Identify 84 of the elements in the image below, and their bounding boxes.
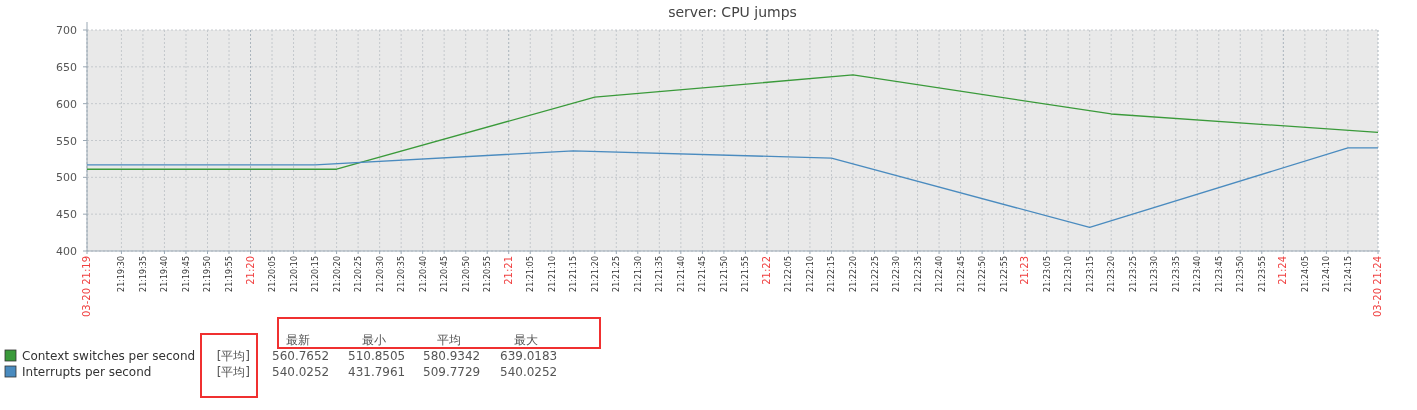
text: 最小	[362, 333, 386, 347]
x-tick-label: 21:22:20	[848, 256, 858, 292]
x-tick-label: 21:23	[1019, 256, 1031, 285]
x-tick-label: 21:19:55	[225, 256, 234, 292]
x-tick-label: 21:22:15	[827, 256, 837, 292]
text: 平均	[437, 333, 461, 347]
x-tick-label: 21:19:35	[138, 256, 148, 292]
text: [平均]	[216, 349, 250, 363]
x-tick-label: 21:20:30	[375, 256, 385, 292]
x-tick-label: 21:22:30	[892, 256, 902, 292]
x-tick-label: 21:22:25	[870, 256, 880, 292]
legend-label: Interrupts per second	[22, 365, 152, 379]
x-tick-label: 03-20 21:24	[1372, 256, 1383, 318]
text: 最大	[514, 333, 538, 347]
y-tick-label: 400	[56, 245, 77, 258]
x-tick-label: 21:21:50	[719, 256, 729, 292]
x-tick-label: 21:23:05	[1042, 256, 1052, 292]
x-tick-label: 21:19:40	[160, 256, 170, 292]
x-tick-label: 21:22:50	[978, 256, 988, 292]
x-tick-label: 21:22	[760, 256, 772, 285]
x-tick-label: 21:20:40	[418, 256, 428, 292]
x-tick-label: 21:23:55	[1257, 256, 1267, 292]
x-tick-label: 21:21:05	[526, 256, 536, 292]
x-tick-label: 21:23:45	[1214, 256, 1224, 292]
x-tick-label: 21:21:20	[590, 256, 600, 292]
x-tick-label: 21:20:35	[397, 256, 407, 292]
x-tick-label: 21:23:35	[1171, 256, 1181, 292]
y-tick-label: 700	[56, 24, 77, 37]
x-tick-label: 21:21:25	[612, 256, 622, 292]
x-tick-label: 21:24:15	[1343, 256, 1353, 292]
x-tick-label: 21:23:10	[1064, 256, 1074, 292]
x-tick-label: 21:20:25	[354, 256, 364, 292]
x-tick-label: 21:21:30	[633, 256, 643, 292]
text: 540.0252	[500, 365, 558, 379]
y-tick-label: 500	[56, 171, 77, 185]
y-tick-label: 550	[56, 134, 77, 148]
text: 639.0183	[500, 349, 558, 363]
x-tick-label: 21:22:40	[935, 256, 945, 292]
y-tick-label: 650	[56, 60, 77, 74]
x-tick-label: 21:20:05	[268, 256, 278, 292]
x-tick-label: 21:20:55	[483, 256, 493, 292]
x-tick-label: 21:24	[1277, 256, 1289, 285]
x-tick-label: 21:21:55	[741, 256, 751, 292]
x-tick-label: 21:19:30	[117, 256, 127, 292]
x-tick-label: 21:23:30	[1150, 256, 1160, 292]
x-tick-label: 21:20	[244, 256, 256, 285]
text: 560.7652	[272, 349, 330, 363]
x-tick-label: 21:21:45	[698, 256, 708, 292]
x-tick-label: 21:22:05	[784, 256, 794, 292]
legend-label: Context switches per second	[22, 349, 196, 363]
x-tick-label: 21:23:20	[1107, 256, 1117, 292]
x-tick-label: 03-20 21:19	[81, 256, 92, 318]
x-tick-label: 21:19:50	[203, 256, 213, 292]
x-tick-label: 21:21	[502, 256, 514, 285]
x-tick-label: 21:22:35	[913, 256, 923, 292]
x-tick-label: 21:22:45	[956, 256, 966, 292]
x-tick-label: 21:22:55	[999, 256, 1009, 292]
x-tick-label: 21:21:15	[569, 256, 579, 292]
x-tick-label: 21:23:40	[1193, 256, 1203, 292]
text: 540.0252	[272, 365, 330, 379]
x-tick-label: 21:21:40	[676, 256, 686, 292]
x-tick-label: 21:23:25	[1128, 256, 1138, 292]
text: 510.8505	[348, 349, 406, 363]
text: 431.7961	[348, 365, 406, 379]
x-tick-label: 21:24:10	[1322, 256, 1332, 292]
chart-title: server: CPU jumps	[668, 4, 797, 20]
x-tick-label: 21:20:20	[332, 256, 342, 292]
text: [平均]	[216, 365, 250, 379]
y-tick-label: 600	[56, 97, 77, 111]
x-tick-label: 21:21:35	[655, 256, 665, 292]
text: 最新	[286, 333, 310, 347]
x-tick-label: 21:20:50	[461, 256, 471, 292]
text: 509.7729	[423, 365, 481, 379]
x-tick-label: 21:20:10	[289, 256, 299, 292]
x-tick-label: 21:23:15	[1085, 256, 1095, 292]
x-tick-label: 21:21:10	[547, 256, 557, 292]
x-tick-label: 21:23:50	[1236, 256, 1246, 292]
text: 580.9342	[423, 349, 481, 363]
y-tick-label: 450	[56, 208, 77, 222]
x-tick-label: 21:20:15	[311, 256, 321, 292]
x-tick-label: 21:24:05	[1300, 256, 1310, 292]
x-tick-label: 21:20:45	[440, 256, 450, 292]
x-tick-label: 21:22:10	[805, 256, 815, 292]
x-tick-label: 21:19:45	[181, 256, 191, 292]
